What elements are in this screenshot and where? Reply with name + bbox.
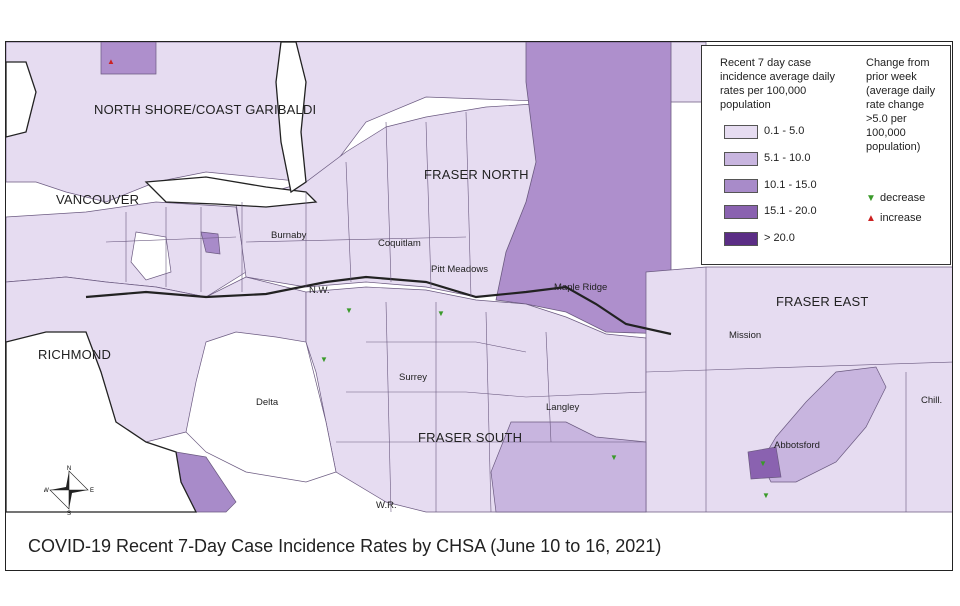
increase-triangle-icon: ▲ xyxy=(866,213,876,224)
legend-class-label: 15.1 - 20.0 xyxy=(764,205,817,217)
legend-class-label: > 20.0 xyxy=(764,232,795,244)
map-caption: COVID-19 Recent 7-Day Case Incidence Rat… xyxy=(28,536,662,556)
chsa-boundaries xyxy=(105,111,952,513)
label-coquitlam: Coquitlam xyxy=(378,238,421,249)
decrease-marker: ▼ xyxy=(345,306,353,315)
legend-class-5: > 20.0 xyxy=(724,232,924,248)
label-north-shore: NORTH SHORE/COAST GARIBALDI xyxy=(94,102,317,117)
water-burrard-inlet xyxy=(144,176,318,208)
decrease-marker: ▼ xyxy=(320,355,328,364)
legend-decrease-label: decrease xyxy=(880,192,926,204)
legend-swatch xyxy=(724,125,758,139)
label-fraser-east: FRASER EAST xyxy=(776,294,869,309)
region-abbotsford xyxy=(760,366,887,483)
decrease-triangle-icon: ▼ xyxy=(866,193,876,204)
legend-class-4: 15.1 - 20.0 xyxy=(724,205,924,221)
legend-swatch xyxy=(724,179,758,193)
label-surrey: Surrey xyxy=(399,372,427,383)
legend-class-1: 0.1 - 5.0 xyxy=(724,125,924,141)
label-fraser-south: FRASER SOUTH xyxy=(418,430,523,445)
compass-n: N xyxy=(67,466,71,472)
map-frame: NORTH SHORE/COAST GARIBALDI VANCOUVER FR… xyxy=(5,41,953,571)
compass-s: S xyxy=(67,511,71,515)
legend-decrease: ▼ decrease xyxy=(866,192,925,204)
legend-swatch xyxy=(724,205,758,219)
decrease-marker: ▼ xyxy=(759,459,767,468)
label-wr: W.R. xyxy=(376,500,397,511)
legend-swatch xyxy=(724,152,758,166)
legend: Recent 7 day case incidence average dail… xyxy=(701,45,951,265)
decrease-marker: ▼ xyxy=(437,309,445,318)
choropleth-map xyxy=(6,42,952,513)
region-delta xyxy=(185,331,337,483)
legend-class-3: 10.1 - 15.0 xyxy=(724,179,924,195)
label-vancouver: VANCOUVER xyxy=(56,192,140,207)
label-mission: Mission xyxy=(729,330,762,341)
label-pitt-meadows: Pitt Meadows xyxy=(431,264,489,275)
label-abbotsford: Abbotsford xyxy=(774,440,820,451)
water-indian-arm xyxy=(275,42,307,194)
label-langley: Langley xyxy=(546,402,580,413)
water-strait xyxy=(6,331,198,513)
compass-w: W xyxy=(44,488,49,494)
legend-change-title: Change from prior week (average daily ra… xyxy=(866,57,936,153)
compass-rose-icon: N S E W xyxy=(44,466,94,515)
legend-class-label: 0.1 - 5.0 xyxy=(764,125,805,137)
region-abbotsford-core xyxy=(747,446,782,480)
label-burnaby: Burnaby xyxy=(271,230,307,241)
legend-class-label: 5.1 - 10.0 xyxy=(764,152,811,164)
increase-marker: ▲ xyxy=(107,57,115,66)
label-nw: N.W. xyxy=(309,285,330,296)
label-chill: Chill. xyxy=(921,395,943,406)
region-top-left xyxy=(100,42,157,75)
legend-swatch xyxy=(724,232,758,246)
water-coast-left xyxy=(6,61,37,138)
decrease-marker: ▼ xyxy=(762,491,770,500)
legend-class-2: 5.1 - 10.0 xyxy=(724,152,924,168)
label-richmond: RICHMOND xyxy=(38,347,112,362)
legend-class-label: 10.1 - 15.0 xyxy=(764,179,817,191)
decrease-marker: ▼ xyxy=(610,453,618,462)
region-langley-south xyxy=(490,421,647,513)
water-vancouver-park xyxy=(130,231,172,281)
label-maple-ridge: Maple Ridge xyxy=(554,282,608,293)
label-delta: Delta xyxy=(256,397,279,408)
legend-increase-label: increase xyxy=(880,212,922,224)
label-fraser-north: FRASER NORTH xyxy=(424,167,529,182)
fraser-river xyxy=(85,275,672,336)
compass-e: E xyxy=(90,488,94,494)
legend-rate-title: Recent 7 day case incidence average dail… xyxy=(720,57,835,111)
legend-increase: ▲ increase xyxy=(866,212,922,224)
